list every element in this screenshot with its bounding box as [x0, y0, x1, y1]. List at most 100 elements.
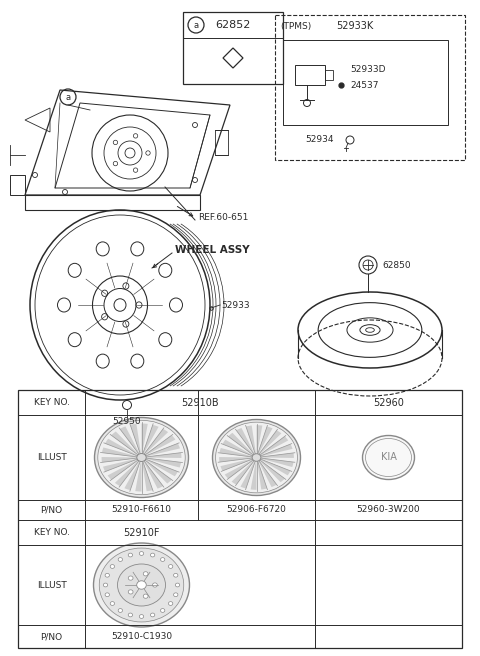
Polygon shape — [111, 432, 138, 455]
Polygon shape — [135, 462, 142, 491]
Polygon shape — [142, 424, 148, 453]
Text: a: a — [65, 92, 71, 102]
Polygon shape — [115, 461, 138, 486]
Ellipse shape — [362, 436, 415, 480]
Polygon shape — [240, 462, 255, 489]
Polygon shape — [146, 435, 175, 455]
Ellipse shape — [365, 438, 411, 476]
Text: P/NO: P/NO — [40, 506, 62, 514]
Polygon shape — [124, 462, 140, 490]
Ellipse shape — [95, 417, 189, 497]
Polygon shape — [144, 462, 163, 489]
Polygon shape — [143, 425, 158, 453]
Ellipse shape — [94, 543, 190, 627]
Ellipse shape — [168, 565, 173, 568]
Polygon shape — [145, 461, 172, 483]
Polygon shape — [256, 425, 263, 453]
Ellipse shape — [110, 602, 115, 605]
Ellipse shape — [150, 613, 155, 617]
Text: 52910B: 52910B — [181, 398, 219, 407]
Ellipse shape — [143, 572, 148, 576]
Polygon shape — [232, 461, 253, 485]
Polygon shape — [105, 439, 137, 455]
Ellipse shape — [174, 573, 178, 577]
Text: 52910F: 52910F — [123, 527, 160, 537]
Polygon shape — [236, 428, 254, 454]
Text: KEY NO.: KEY NO. — [34, 398, 70, 407]
Polygon shape — [220, 459, 252, 471]
Text: a: a — [193, 20, 199, 30]
Ellipse shape — [137, 581, 146, 589]
Polygon shape — [257, 462, 267, 489]
Polygon shape — [130, 424, 141, 453]
Text: 52910-C1930: 52910-C1930 — [111, 632, 172, 641]
Ellipse shape — [139, 552, 144, 556]
Polygon shape — [120, 426, 139, 453]
Polygon shape — [259, 461, 276, 487]
Text: 52910-F6610: 52910-F6610 — [111, 506, 171, 514]
Ellipse shape — [139, 615, 144, 619]
Text: 52906-F6720: 52906-F6720 — [227, 506, 287, 514]
Polygon shape — [219, 448, 252, 457]
Ellipse shape — [128, 590, 133, 594]
Ellipse shape — [143, 594, 148, 598]
Text: KIA: KIA — [381, 453, 396, 462]
Ellipse shape — [175, 583, 180, 587]
Polygon shape — [144, 429, 168, 454]
Polygon shape — [102, 457, 136, 462]
Polygon shape — [222, 440, 252, 456]
Ellipse shape — [128, 553, 132, 557]
Polygon shape — [102, 447, 136, 457]
Text: 52933K: 52933K — [336, 21, 373, 31]
Text: 52933D: 52933D — [350, 66, 385, 75]
Polygon shape — [146, 443, 180, 456]
Polygon shape — [142, 462, 153, 491]
Polygon shape — [262, 458, 293, 467]
Ellipse shape — [99, 548, 184, 622]
Text: 52933: 52933 — [221, 302, 250, 310]
Polygon shape — [146, 459, 178, 476]
Ellipse shape — [150, 553, 155, 557]
Bar — [295, 65, 325, 85]
Bar — [325, 70, 333, 80]
Text: REF.60-651: REF.60-651 — [198, 213, 248, 222]
Text: 24537: 24537 — [350, 81, 379, 89]
Ellipse shape — [128, 576, 133, 580]
Bar — [275, 15, 465, 160]
Ellipse shape — [118, 609, 122, 612]
Ellipse shape — [153, 583, 157, 587]
Polygon shape — [219, 457, 251, 462]
Polygon shape — [108, 460, 137, 480]
Ellipse shape — [110, 565, 115, 568]
Ellipse shape — [118, 564, 166, 606]
Text: ILLUST: ILLUST — [36, 581, 66, 590]
Text: 52934: 52934 — [305, 136, 334, 144]
Ellipse shape — [174, 593, 178, 596]
Text: WHEEL ASSY: WHEEL ASSY — [175, 245, 250, 255]
Bar — [183, 12, 283, 84]
Polygon shape — [147, 453, 181, 458]
Polygon shape — [258, 426, 273, 453]
Bar — [18, 390, 462, 648]
Text: 52960: 52960 — [373, 398, 404, 407]
Ellipse shape — [160, 558, 165, 562]
Ellipse shape — [160, 609, 165, 612]
Polygon shape — [225, 460, 252, 479]
Polygon shape — [103, 459, 136, 472]
Polygon shape — [259, 430, 281, 454]
Text: ILLUST: ILLUST — [36, 453, 66, 462]
Ellipse shape — [118, 558, 122, 562]
Text: 62850: 62850 — [382, 260, 410, 270]
Text: KEY NO.: KEY NO. — [34, 528, 70, 537]
Polygon shape — [261, 444, 292, 457]
Bar — [215, 130, 228, 155]
Polygon shape — [261, 459, 290, 476]
Ellipse shape — [105, 573, 109, 577]
Ellipse shape — [216, 422, 298, 493]
Ellipse shape — [213, 419, 300, 495]
Polygon shape — [260, 461, 285, 482]
Polygon shape — [228, 433, 253, 455]
Ellipse shape — [137, 453, 146, 462]
Text: 52960-3W200: 52960-3W200 — [357, 506, 420, 514]
Text: P/NO: P/NO — [40, 632, 62, 641]
